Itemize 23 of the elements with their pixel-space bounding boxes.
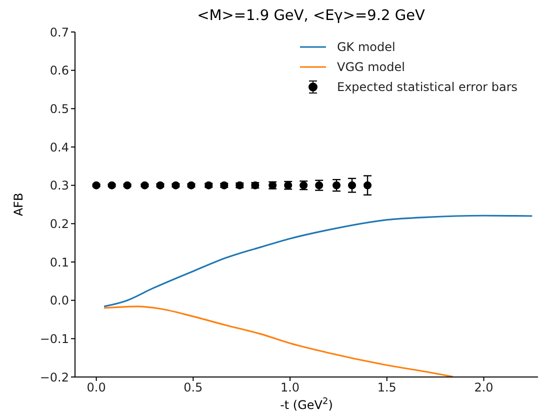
legend-label: GK model (337, 40, 396, 54)
y-tick-label: 0.5 (50, 102, 69, 116)
chart-title: <M>=1.9 GeV, <Eγ>=9.2 GeV (196, 8, 426, 24)
y-tick-label: −0.1 (40, 332, 69, 346)
y-axis-title: AFB (11, 192, 26, 216)
legend-label: Expected statistical error bars (337, 80, 518, 94)
x-tick-label: 2.0 (474, 380, 494, 395)
x-tick-label: 1.5 (377, 380, 396, 395)
y-tick-label: 0.4 (50, 140, 69, 154)
y-tick-label: 0.1 (50, 255, 69, 270)
y-tick-label: 0.0 (50, 294, 69, 308)
line-series (103, 306, 454, 377)
x-axis-title: -t (GeV$^{2}$) (280, 397, 333, 412)
x-tick-label: 0.5 (184, 380, 203, 395)
y-tick-label: 0.6 (50, 64, 69, 78)
line-series (103, 214, 533, 308)
y-tick-label: 0.3 (50, 178, 69, 193)
y-tick-label: 0.2 (50, 216, 69, 231)
y-tick-label: 0.7 (50, 25, 69, 40)
x-tick-label: 1.0 (280, 380, 300, 395)
legend-label: VGG model (337, 60, 405, 74)
x-tick-label: 0.0 (86, 380, 106, 395)
y-tick-label: −0.2 (40, 370, 69, 384)
